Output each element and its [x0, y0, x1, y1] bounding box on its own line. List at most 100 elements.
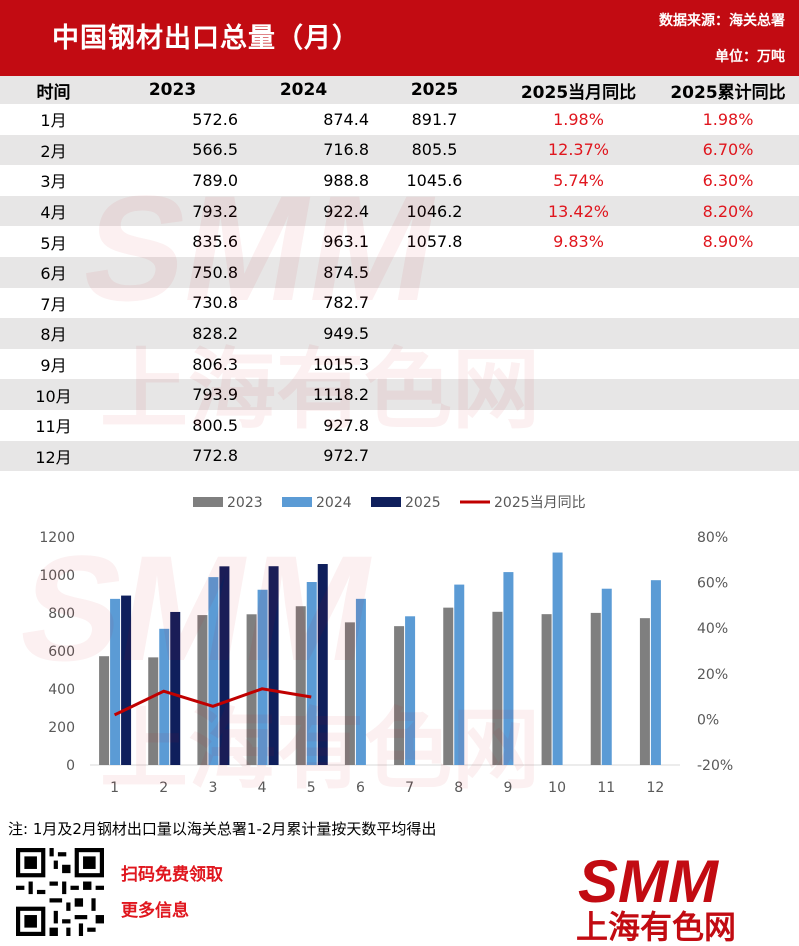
col-header-2025-cumulative-yoy: 2025累计同比 — [657, 76, 799, 104]
export-table: 时间 2023 2024 2025 2025当月同比 2025累计同比 1月 57… — [0, 76, 799, 472]
cell-month: 1月 — [0, 104, 107, 135]
y-left-tick-label: 1200 — [39, 530, 75, 546]
cell-2025 — [369, 379, 500, 410]
legend-label: 2023 — [227, 495, 263, 511]
legend-swatch — [371, 497, 401, 507]
cell-monthly-yoy: 13.42% — [500, 195, 657, 227]
cell-2023: 789.0 — [107, 165, 238, 196]
cell-cumulative-yoy: 6.30% — [657, 165, 799, 196]
cell-2024: 782.7 — [238, 287, 369, 319]
x-tick-label: 7 — [405, 780, 414, 796]
unit-label: 单位：万吨 — [715, 49, 785, 65]
cell-2023: 772.8 — [107, 440, 238, 472]
cell-2023: 800.5 — [107, 409, 238, 441]
bar-2023 — [443, 607, 454, 765]
cell-month: 10月 — [0, 379, 107, 410]
x-tick-label: 1 — [110, 780, 119, 796]
cell-2025 — [369, 348, 500, 380]
cell-month: 8月 — [0, 318, 107, 349]
bar-2023 — [99, 656, 110, 765]
cell-month: 3月 — [0, 165, 107, 196]
cell-2025: 1045.6 — [369, 165, 500, 196]
promo-line-1: 扫码免费领取 — [121, 865, 223, 885]
cell-cumulative-yoy: 6.70% — [657, 134, 799, 166]
cell-2023: 793.2 — [107, 195, 238, 227]
footnote: 注: 1月及2月钢材出口量以海关总署1-2月累计量按天数平均得出 — [8, 820, 437, 838]
smm-logo: SMM 上海有色网 — [576, 850, 736, 942]
table-row: 8月 828.2 949.5 — [0, 318, 799, 349]
cell-2023: 566.5 — [107, 134, 238, 166]
cell-2025: 805.5 — [369, 134, 500, 166]
y-right-tick-label: 20% — [697, 667, 728, 683]
cell-cumulative-yoy: 8.90% — [657, 226, 799, 257]
x-tick-label: 11 — [597, 780, 615, 796]
y-right-tick-label: 40% — [697, 621, 728, 637]
cell-2025: 1057.8 — [369, 226, 500, 257]
cell-2023: 828.2 — [107, 318, 238, 349]
table-row: 11月 800.5 927.8 — [0, 409, 799, 441]
cell-cumulative-yoy — [657, 256, 799, 288]
qr-code-icon[interactable] — [16, 848, 104, 936]
x-tick-label: 8 — [454, 780, 463, 796]
svg-text:上海有色网: 上海有色网 — [576, 908, 736, 942]
cell-2025: 891.7 — [369, 104, 500, 135]
bar-2025 — [121, 595, 132, 765]
y-left-tick-label: 400 — [48, 682, 75, 698]
data-source-label: 数据来源：海关总署 — [659, 13, 785, 29]
bar-2024 — [405, 616, 416, 765]
cell-month: 4月 — [0, 195, 107, 227]
bar-2024 — [257, 589, 268, 765]
y-left-tick-label: 800 — [48, 606, 75, 622]
bar-2023 — [492, 611, 503, 765]
cell-month: 12月 — [0, 440, 107, 472]
x-tick-label: 5 — [307, 780, 316, 796]
table-row: 5月 835.6 963.1 1057.8 9.83% 8.90% — [0, 226, 799, 257]
table-row: 4月 793.2 922.4 1046.2 13.42% 8.20% — [0, 195, 799, 227]
table-row: 6月 750.8 874.5 — [0, 256, 799, 288]
bar-2024 — [454, 584, 465, 765]
table-row: 9月 806.3 1015.3 — [0, 348, 799, 380]
cell-month: 2月 — [0, 134, 107, 166]
cell-cumulative-yoy — [657, 440, 799, 472]
bar-2023 — [394, 626, 405, 765]
bar-2023 — [639, 618, 650, 765]
table-header-row: 时间 2023 2024 2025 2025当月同比 2025累计同比 — [0, 76, 799, 104]
cell-monthly-yoy — [500, 379, 657, 410]
legend-swatch — [193, 497, 223, 507]
cell-2025 — [369, 318, 500, 349]
page-title: 中国钢材出口总量（月） — [52, 23, 360, 54]
col-header-2025: 2025 — [369, 76, 500, 104]
cell-monthly-yoy — [500, 287, 657, 319]
cell-2024: 1118.2 — [238, 379, 369, 410]
table-row: 10月 793.9 1118.2 — [0, 379, 799, 410]
export-chart: 0 200 400 600 800 1000 1200 -20% 0% 20% 40% 60% 80% 1… — [0, 488, 799, 808]
bar-2023 — [197, 615, 208, 765]
x-tick-label: 12 — [647, 780, 665, 796]
y-right-tick-label: 0% — [697, 712, 719, 728]
cell-monthly-yoy: 9.83% — [500, 226, 657, 257]
y-left-tick-label: 200 — [48, 720, 75, 736]
bar-2023 — [246, 614, 257, 765]
bar-2023 — [541, 614, 552, 765]
legend-label: 2025 — [405, 495, 441, 511]
y-left-tick-label: 1000 — [39, 568, 75, 584]
cell-2024: 972.7 — [238, 440, 369, 472]
cell-monthly-yoy — [500, 348, 657, 380]
bar-2024 — [159, 628, 170, 765]
bar-2024 — [355, 598, 366, 765]
table-row: 12月 772.8 972.7 — [0, 440, 799, 472]
cell-2025 — [369, 287, 500, 319]
legend-label: 2025当月同比 — [494, 495, 586, 511]
bar-2025 — [219, 566, 230, 765]
col-header-2023: 2023 — [107, 76, 238, 104]
table-row: 2月 566.5 716.8 805.5 12.37% 6.70% — [0, 134, 799, 166]
col-header-2024: 2024 — [238, 76, 369, 104]
cell-2024: 949.5 — [238, 318, 369, 349]
bar-2024 — [650, 580, 661, 765]
cell-2024: 963.1 — [238, 226, 369, 257]
y-left-tick-label: 600 — [48, 644, 75, 660]
cell-2025 — [369, 409, 500, 441]
cell-2023: 806.3 — [107, 348, 238, 380]
table-row: 1月 572.6 874.4 891.7 1.98% 1.98% — [0, 104, 799, 135]
cell-monthly-yoy: 1.98% — [500, 104, 657, 135]
